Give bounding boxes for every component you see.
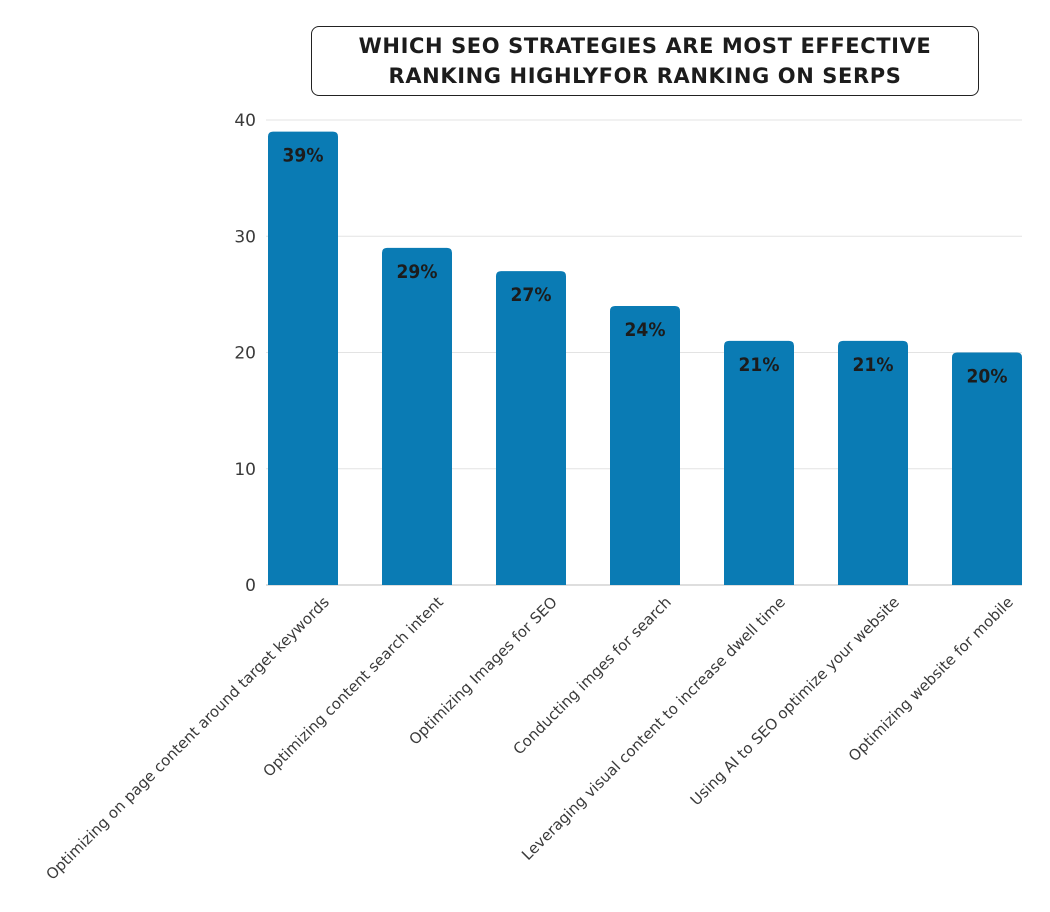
y-tick-label: 10 (234, 460, 256, 480)
y-tick-label: 0 (245, 576, 256, 596)
bar (610, 306, 680, 585)
bar (724, 340, 794, 585)
bar (838, 340, 908, 585)
bar-value-label: 24% (625, 319, 666, 341)
bar (268, 131, 338, 585)
y-tick-label: 30 (234, 227, 256, 247)
x-category-label: Optimizing content search intent (259, 593, 446, 780)
bar (952, 352, 1022, 585)
bar-value-label: 29% (397, 261, 438, 283)
bar-value-label: 21% (853, 354, 894, 376)
x-category-label: Using AI to SEO optimize your website (687, 593, 903, 809)
bar (382, 247, 452, 585)
bar (496, 271, 566, 585)
chart-title-box: WHICH SEO STRATEGIES ARE MOST EFFECTIVE … (311, 26, 979, 96)
x-category-label: Leveraging visual content to increase dw… (518, 593, 789, 864)
bar-value-label: 39% (283, 145, 324, 167)
bar-value-label: 27% (511, 284, 552, 306)
bar-value-label: 20% (967, 366, 1008, 388)
y-tick-label: 20 (234, 344, 256, 364)
chart-title-line-1: WHICH SEO STRATEGIES ARE MOST EFFECTIVE (358, 34, 932, 58)
chart-title-line-2: RANKING HIGHLYFOR RANKING ON SERPS (388, 64, 902, 88)
y-tick-label: 40 (234, 111, 256, 131)
bar-value-label: 21% (739, 354, 780, 376)
